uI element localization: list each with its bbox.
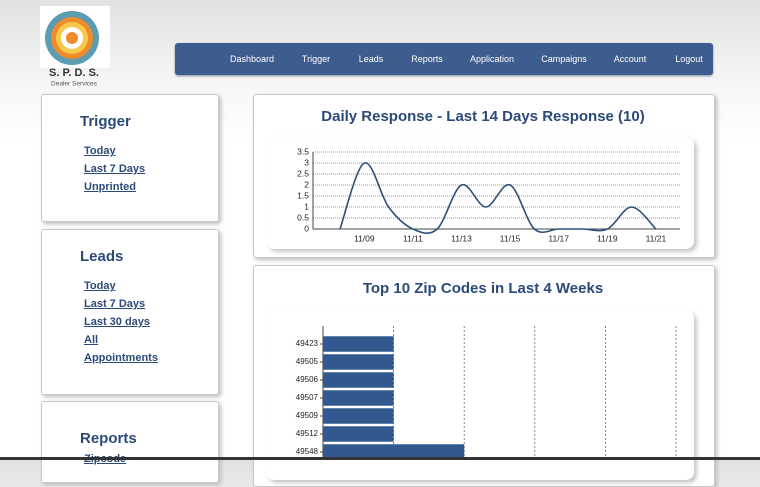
sidebar-link[interactable]: All	[84, 334, 99, 346]
bar	[323, 372, 394, 388]
x-tick-label: 11/17	[548, 233, 569, 243]
x-tick-label: 11/09	[354, 233, 375, 243]
y-tick-label: 0.5	[297, 212, 309, 222]
y-tick-label: 49506	[296, 375, 319, 384]
y-tick-label: 0	[304, 223, 309, 233]
nav-item[interactable]: Dashboard	[229, 54, 275, 64]
logo: S. P. D. S. Dealer Services	[40, 6, 110, 88]
bar	[323, 354, 394, 370]
sidebar-title: Trigger	[80, 113, 131, 130]
x-tick-label: 11/21	[646, 233, 667, 243]
chart-inner	[266, 137, 694, 249]
y-tick-label: 1	[304, 201, 309, 211]
nav-bar: Dashboard Trigger Leads Reports Applicat…	[175, 43, 713, 75]
logo-subtitle: Dealer Services	[51, 81, 98, 88]
nav-item[interactable]: Leads	[358, 54, 384, 64]
y-tick-label: 49548	[296, 447, 319, 456]
sidebar-link[interactable]: Last 7 Days	[84, 163, 146, 175]
y-tick-label: 2	[304, 179, 309, 189]
sidebar-link[interactable]: Appointments	[84, 352, 158, 364]
y-tick-label: 49509	[296, 411, 319, 420]
y-tick-label: 49505	[296, 357, 319, 366]
sidebar-title: Leads	[80, 248, 124, 265]
sidebar-link[interactable]: Unprinted	[84, 181, 136, 193]
nav-item[interactable]: Campaigns	[541, 54, 587, 64]
bar	[323, 336, 394, 352]
y-tick-label: 2.5	[297, 168, 309, 178]
x-tick-label: 11/11	[403, 233, 423, 243]
bottom-edge	[0, 457, 760, 460]
bar	[323, 426, 394, 442]
y-tick-label: 49423	[296, 339, 319, 348]
nav-item[interactable]: Application	[469, 54, 515, 64]
logo-dot	[66, 32, 78, 44]
nav-item[interactable]: Account	[613, 54, 647, 64]
y-tick-label: 3.5	[297, 146, 309, 156]
nav-item[interactable]: Logout	[675, 54, 703, 64]
sidebar-link[interactable]: Today	[84, 280, 116, 292]
sidebar-box: Trigger Today Last 7 Days Unprinted	[41, 94, 219, 222]
nav-item[interactable]: Trigger	[301, 54, 331, 64]
x-tick-label: 11/19	[597, 233, 618, 243]
chart-title: Top 10 Zip Codes in Last 4 Weeks	[363, 280, 603, 297]
y-tick-label: 3	[304, 157, 309, 167]
sidebar-link[interactable]: Last 7 Days	[84, 298, 146, 310]
sidebar-title: Reports	[80, 430, 137, 447]
y-tick-label: 1.5	[297, 190, 309, 200]
bar	[323, 444, 465, 460]
bar	[323, 408, 394, 424]
chart-title: Daily Response - Last 14 Days Response (…	[321, 108, 644, 125]
x-tick-label: 11/13	[451, 233, 472, 243]
logo-title: S. P. D. S.	[49, 67, 99, 79]
x-tick-label: 11/15	[500, 233, 521, 243]
sidebar-box: Leads Today Last 7 Days Last 30 days All…	[41, 229, 219, 395]
y-tick-label: 49512	[296, 429, 319, 438]
sidebar-link[interactable]: Today	[84, 145, 116, 157]
sidebar-link[interactable]: Last 30 days	[84, 316, 151, 328]
charts: Daily Response - Last 14 Days Response (…	[296, 108, 680, 460]
line	[339, 162, 657, 234]
nav-item[interactable]: Reports	[411, 54, 443, 64]
bar	[323, 390, 394, 406]
y-tick-label: 49507	[296, 393, 319, 402]
